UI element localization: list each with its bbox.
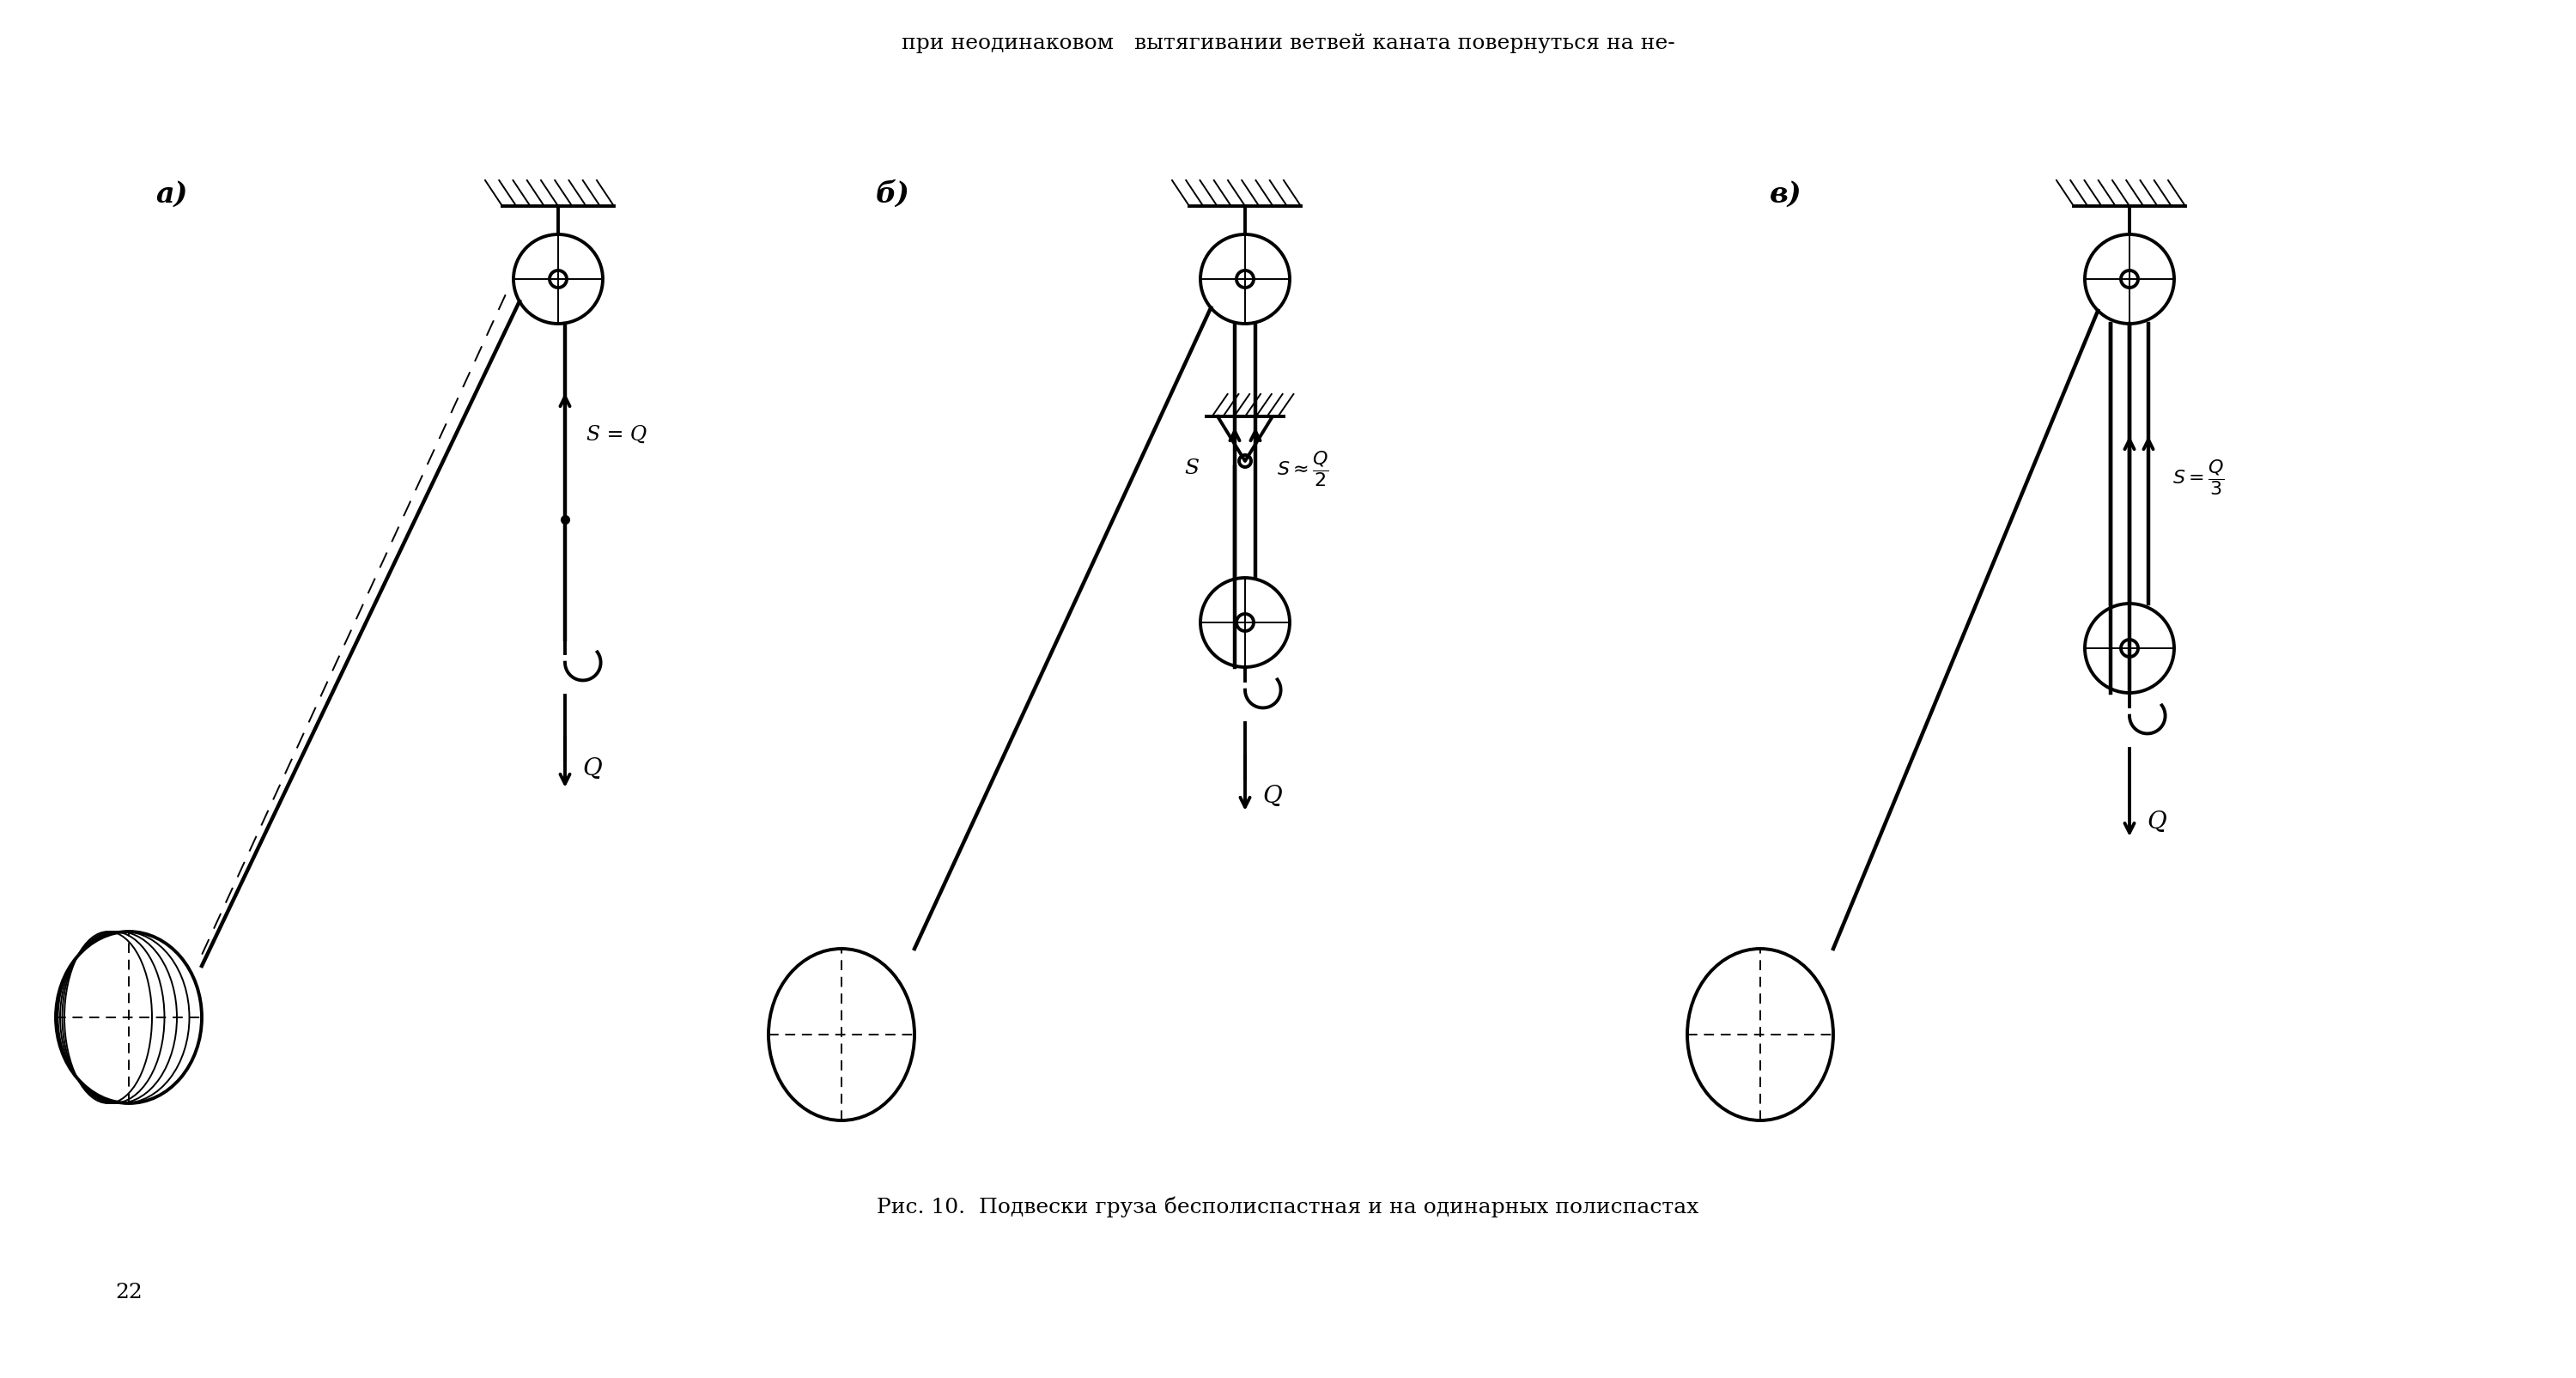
Text: $S = \dfrac{Q}{3}$: $S = \dfrac{Q}{3}$	[2172, 457, 2226, 497]
Text: Рис. 10.  Подвески груза бесполиспастная и на одинарных полиспастах: Рис. 10. Подвески груза бесполиспастная …	[876, 1196, 1700, 1217]
Text: Q: Q	[582, 758, 603, 780]
Text: при неодинаковом   вытягивании ветвей каната повернуться на не-: при неодинаковом вытягивании ветвей кана…	[902, 34, 1674, 54]
Text: 22: 22	[116, 1283, 142, 1302]
Text: $S \approx \dfrac{Q}{2}$: $S \approx \dfrac{Q}{2}$	[1278, 449, 1329, 488]
Text: S: S	[1185, 459, 1200, 478]
Text: Q: Q	[1262, 784, 1283, 808]
Text: S = Q: S = Q	[587, 424, 647, 444]
Text: а): а)	[155, 179, 188, 208]
Text: в): в)	[1770, 179, 1803, 208]
Text: Q: Q	[2146, 810, 2166, 834]
Text: б): б)	[876, 179, 909, 208]
